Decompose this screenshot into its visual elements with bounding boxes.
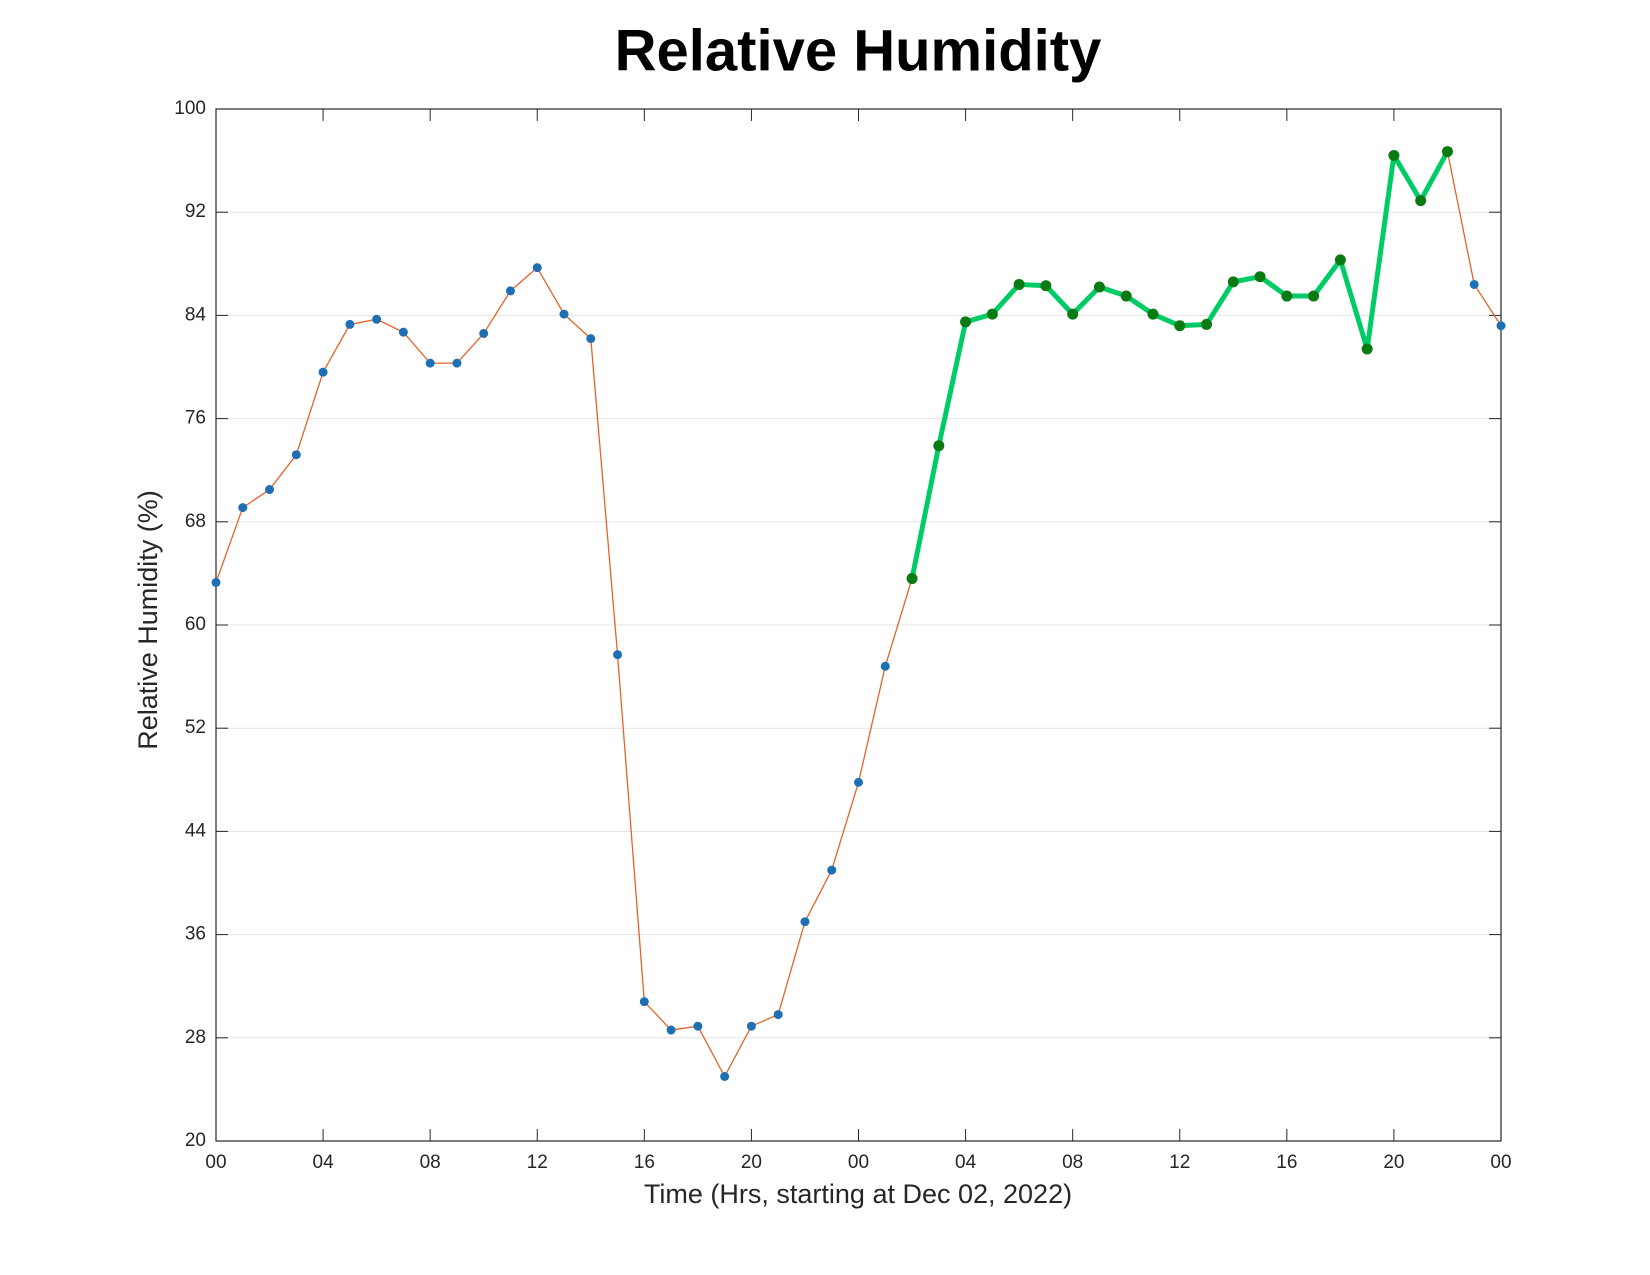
data-point (1067, 308, 1079, 320)
data-point (1415, 195, 1427, 207)
data-point (1227, 276, 1239, 288)
data-point (345, 319, 355, 329)
data-point (586, 334, 596, 344)
data-point (1308, 290, 1320, 302)
data-point (986, 308, 998, 320)
data-point (639, 997, 649, 1007)
data-point (1334, 254, 1346, 266)
y-tick-label: 20 (185, 1130, 206, 1151)
data-point (1120, 290, 1132, 302)
data-point (880, 661, 890, 671)
data-point (1361, 343, 1373, 355)
plot-frame (215, 108, 1502, 1142)
y-tick-label: 76 (185, 408, 206, 429)
x-tick-label: 20 (741, 1152, 762, 1173)
data-point (1388, 149, 1400, 161)
data-point (720, 1072, 730, 1081)
x-tick-label: 08 (420, 1152, 441, 1173)
y-tick-label: 60 (185, 614, 206, 635)
data-point (1281, 290, 1293, 302)
data-point (827, 865, 837, 875)
data-point (1201, 318, 1213, 330)
data-point (854, 777, 863, 787)
chart-title: Relative Humidity (615, 18, 1102, 83)
data-point (773, 1010, 783, 1020)
x-tick-label: 04 (955, 1152, 977, 1173)
data-point (291, 450, 301, 460)
x-tick-label: 16 (1276, 1152, 1297, 1173)
data-point (211, 577, 221, 587)
data-point (452, 358, 462, 368)
data-point (532, 263, 542, 273)
data-point (960, 316, 972, 328)
data-point (613, 650, 623, 660)
y-tick-label: 100 (174, 98, 206, 119)
data-point (746, 1021, 756, 1031)
data-point (425, 358, 435, 368)
data-point (238, 503, 248, 513)
x-axis-label: Time (Hrs, starting at Dec 02, 2022) (644, 1179, 1072, 1209)
data-point (800, 917, 810, 927)
data-point (666, 1025, 676, 1035)
data-point (1254, 271, 1266, 283)
x-tick-label: 16 (634, 1152, 655, 1173)
x-tick-label: 04 (313, 1152, 335, 1173)
data-point (1496, 321, 1506, 331)
data-point (933, 440, 945, 452)
data-point (1093, 281, 1105, 293)
data-point (1040, 280, 1052, 292)
data-point (559, 309, 569, 319)
y-tick-label: 28 (185, 1027, 206, 1048)
data-point (318, 367, 328, 377)
x-tick-label: 20 (1383, 1152, 1404, 1173)
data-point (505, 286, 515, 296)
y-tick-label: 68 (185, 511, 206, 532)
y-tick-label: 44 (185, 820, 207, 841)
data-point (265, 485, 275, 495)
data-point (693, 1021, 703, 1031)
x-tick-label: 08 (1062, 1152, 1083, 1173)
data-point (372, 314, 382, 324)
data-line (909, 150, 1450, 580)
data-point (1174, 320, 1186, 332)
y-tick-label: 84 (185, 304, 207, 325)
x-tick-label: 00 (205, 1152, 226, 1173)
x-tick-label: 12 (1169, 1152, 1190, 1173)
data-point (1147, 308, 1159, 320)
y-tick-label: 52 (185, 717, 206, 738)
data-line (215, 150, 1502, 1078)
data-point (1469, 279, 1479, 289)
data-point (479, 328, 489, 338)
data-point (1441, 146, 1453, 158)
x-tick-label: 12 (527, 1152, 548, 1173)
y-tick-label: 36 (185, 924, 206, 945)
data-point (398, 327, 408, 337)
x-tick-label: 00 (848, 1152, 869, 1173)
data-point (1013, 278, 1025, 290)
x-tick-label: 00 (1490, 1152, 1511, 1173)
y-axis-label: Relative Humidity (%) (133, 490, 163, 750)
y-tick-label: 92 (185, 201, 206, 222)
data-point (906, 573, 918, 585)
